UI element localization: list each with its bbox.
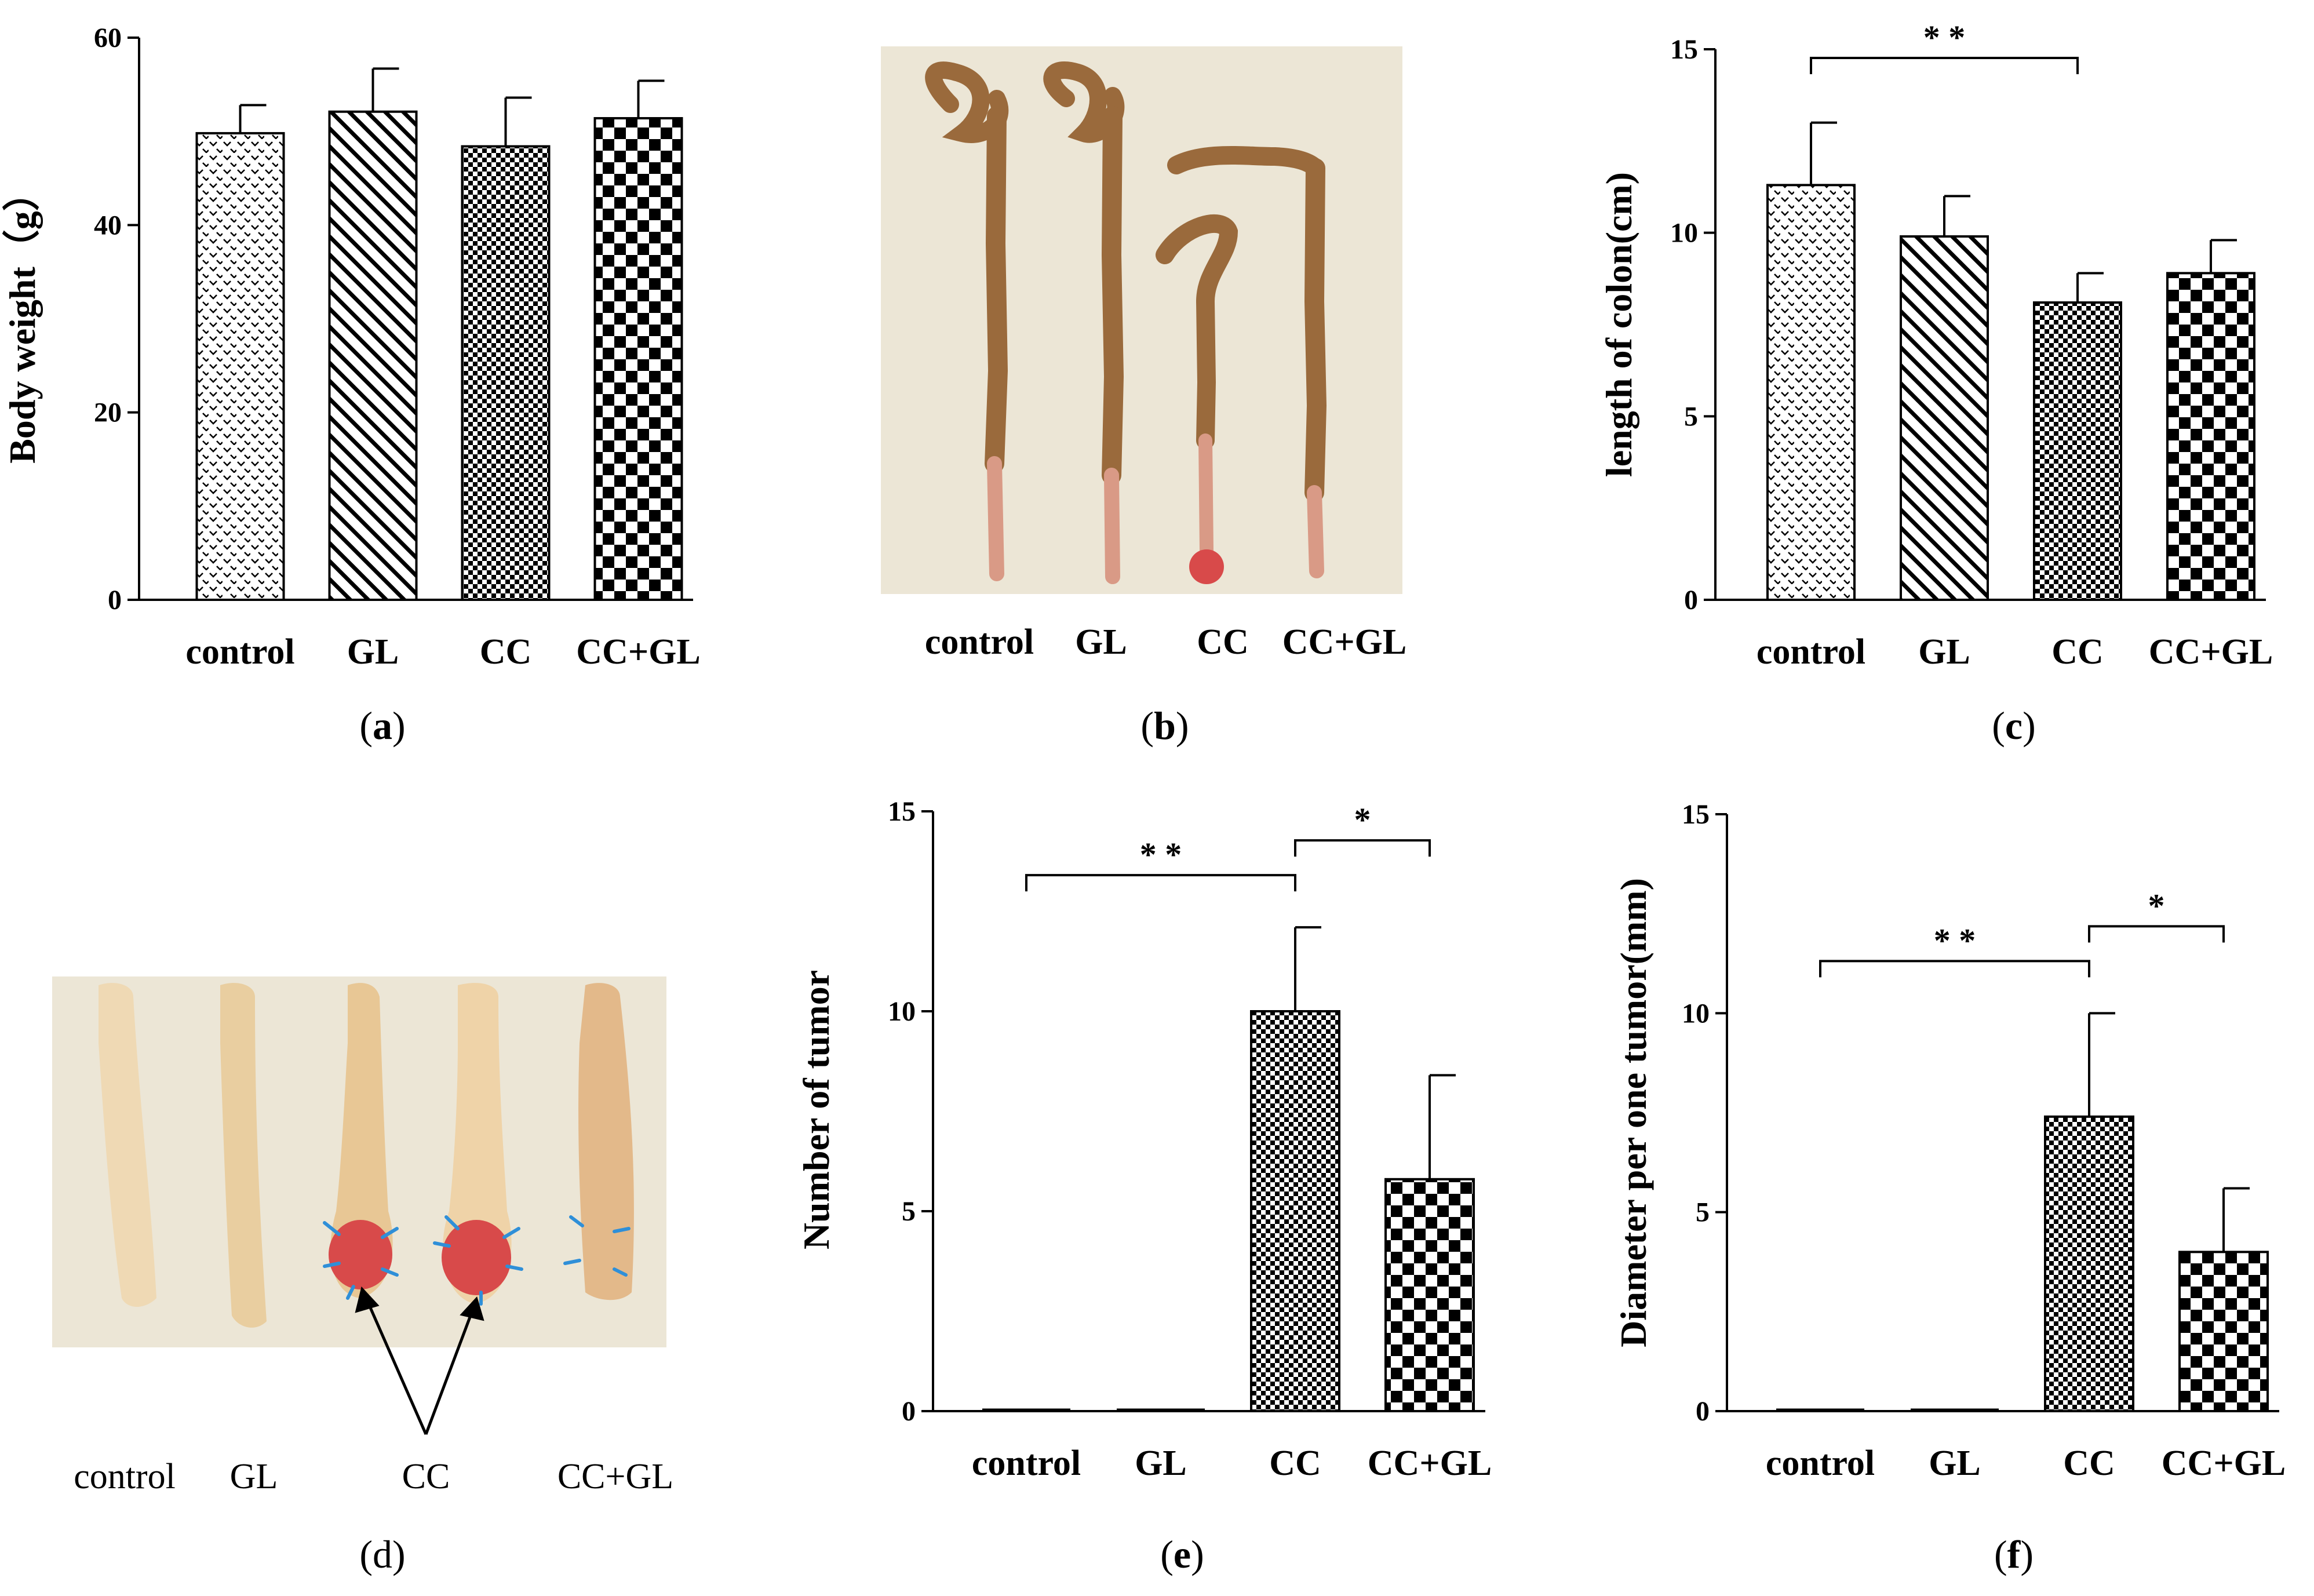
photo-b (881, 46, 1402, 594)
panel-label-b: (b) (1140, 704, 1189, 748)
photo-d-label-cc-gl: CC+GL (557, 1457, 673, 1496)
tissue-cc-2 (443, 983, 512, 1304)
chart-c-xtick-label-0: control (1757, 632, 1865, 672)
photo-b-label-gl: GL (1075, 622, 1127, 662)
chart-e-ytick-label-3: 15 (888, 796, 916, 827)
chart-c-ylabel: length of colon(cm) (1598, 172, 1639, 477)
chart-c-ytick-label-1: 5 (1684, 401, 1698, 432)
chart-e-ytick-label-0: 0 (902, 1396, 916, 1427)
chart-a-xtick-label-3: CC+GL (576, 632, 700, 672)
tumor-d-1 (329, 1220, 392, 1289)
chart-a-bar-2 (461, 145, 551, 602)
chart-f-xtick-label-3: CC+GL (2162, 1444, 2286, 1483)
chart-c-ytick-label-2: 10 (1670, 218, 1698, 249)
chart-c-sig-bracket-0 (1810, 57, 2079, 74)
chart-body-weight: 0 20 40 60 Body weight（g） control GL CC CC+GL (2, 23, 701, 672)
chart-c-xtick-label-3: CC+GL (2149, 632, 2273, 672)
chart-a-bar-3 (593, 117, 683, 602)
chart-c-xtick-label-1: GL (1918, 632, 1970, 672)
chart-c-ytick-label-0: 0 (1684, 585, 1698, 615)
panel-label-a: (a) (359, 704, 405, 748)
chart-c-bar-0 (1766, 184, 1856, 602)
chart-f-bar-2 (2044, 1115, 2134, 1413)
chart-e-sig-bracket-0 (1025, 874, 1296, 892)
chart-e-xtick-label-1: GL (1135, 1444, 1187, 1483)
chart-f-sig-label-1: * (2148, 887, 2165, 924)
chart-a-bar-0 (195, 132, 285, 601)
chart-c-bar-3 (2166, 272, 2255, 602)
photo-b-label-cc-gl: CC+GL (1282, 622, 1406, 662)
chart-a-ylabel: Body weight（g） (2, 174, 43, 464)
chart-f-xtick-label-1: GL (1929, 1444, 1981, 1483)
chart-c-xtick-label-2: CC (2051, 632, 2104, 672)
chart-a-bar-1 (328, 110, 418, 601)
chart-e-xtick-label-0: control (972, 1444, 1081, 1483)
photo-b-label-cc: CC (1197, 622, 1249, 662)
tumor-cc (1189, 549, 1224, 584)
chart-f-sig-label-0: * * (1934, 921, 1976, 959)
tumor-arrows (323, 1215, 631, 1306)
chart-c-bar-1 (1900, 235, 1989, 601)
chart-f-sig-bracket-0 (1819, 960, 2090, 978)
chart-e-bar-3 (1384, 1178, 1475, 1413)
tumor-d-2 (442, 1220, 511, 1295)
panel-label-d: (d) (359, 1532, 405, 1576)
chart-f-ytick-label-0: 0 (1696, 1396, 1710, 1427)
chart-tumor-diameter: 0 5 10 15 Diameter per one tumor(mm) control G… (1613, 799, 2286, 1483)
tissue-cc (330, 983, 393, 1298)
chart-c-sig-label-0: * * (1923, 19, 1966, 56)
chart-c-bar-2 (2033, 301, 2122, 601)
chart-f-xtick-label-2: CC (2063, 1444, 2115, 1483)
tissue-control (99, 983, 156, 1307)
chart-f-ytick-label-1: 5 (1696, 1197, 1710, 1228)
chart-a-ytick-label-3: 60 (94, 23, 122, 53)
tissue-cc-gl (578, 983, 634, 1300)
chart-f-ytick-label-2: 10 (1682, 998, 1710, 1029)
panel-label-e: (e) (1160, 1532, 1204, 1576)
chart-e-xtick-label-2: CC (1269, 1444, 1321, 1483)
panel-label-c: (c) (1992, 704, 2036, 748)
chart-a-xtick-label-1: GL (347, 632, 399, 672)
chart-f-sig-bracket-1 (2088, 925, 2225, 943)
chart-f-bar-3 (2178, 1251, 2269, 1412)
colon-cc-gl (1167, 146, 1327, 578)
chart-colon-length: 0 5 10 15 length of colon(cm) control GL CC CC+G… (1598, 19, 2273, 672)
colon-cc (1156, 214, 1238, 584)
chart-a-xtick-label-0: control (185, 632, 294, 672)
chart-a-xtick-label-2: CC (480, 632, 532, 672)
photo-d-label-gl: GL (230, 1457, 278, 1496)
photo-b-label-control: control (925, 622, 1034, 662)
chart-a-ytick-label-2: 40 (94, 210, 122, 241)
chart-e-ylabel: Number of tumor (796, 970, 837, 1249)
chart-tumor-number: 0 5 10 15 Number of tumor control GL CC CC+GL * *… (796, 796, 1492, 1483)
colon-control (925, 61, 1009, 581)
chart-e-sig-label-0: * * (1140, 836, 1182, 873)
colon-gl (1043, 61, 1125, 584)
photo-d-label-cc: CC (402, 1457, 450, 1496)
photo-d-label-control: control (74, 1457, 176, 1496)
chart-e-sig-bracket-1 (1294, 839, 1431, 857)
chart-e-bar-2 (1250, 1010, 1340, 1412)
chart-f-ylabel: Diameter per one tumor(mm) (1613, 878, 1654, 1347)
photo-d-pointer-arrows (355, 1286, 484, 1435)
chart-f-xtick-label-0: control (1766, 1444, 1875, 1483)
tissue-gl (220, 983, 267, 1328)
photo-d (52, 976, 666, 1347)
chart-f-ytick-label-3: 15 (1682, 799, 1710, 830)
chart-a-ytick-label-1: 20 (94, 398, 122, 428)
chart-e-ytick-label-1: 5 (902, 1196, 916, 1227)
chart-e-xtick-label-3: CC+GL (1368, 1444, 1492, 1483)
chart-e-ytick-label-2: 10 (888, 996, 916, 1027)
chart-e-sig-label-1: * (1354, 801, 1371, 839)
chart-c-ytick-label-3: 15 (1670, 34, 1698, 65)
chart-a-ytick-label-0: 0 (108, 585, 122, 615)
panel-label-f: (f) (1994, 1532, 2034, 1576)
